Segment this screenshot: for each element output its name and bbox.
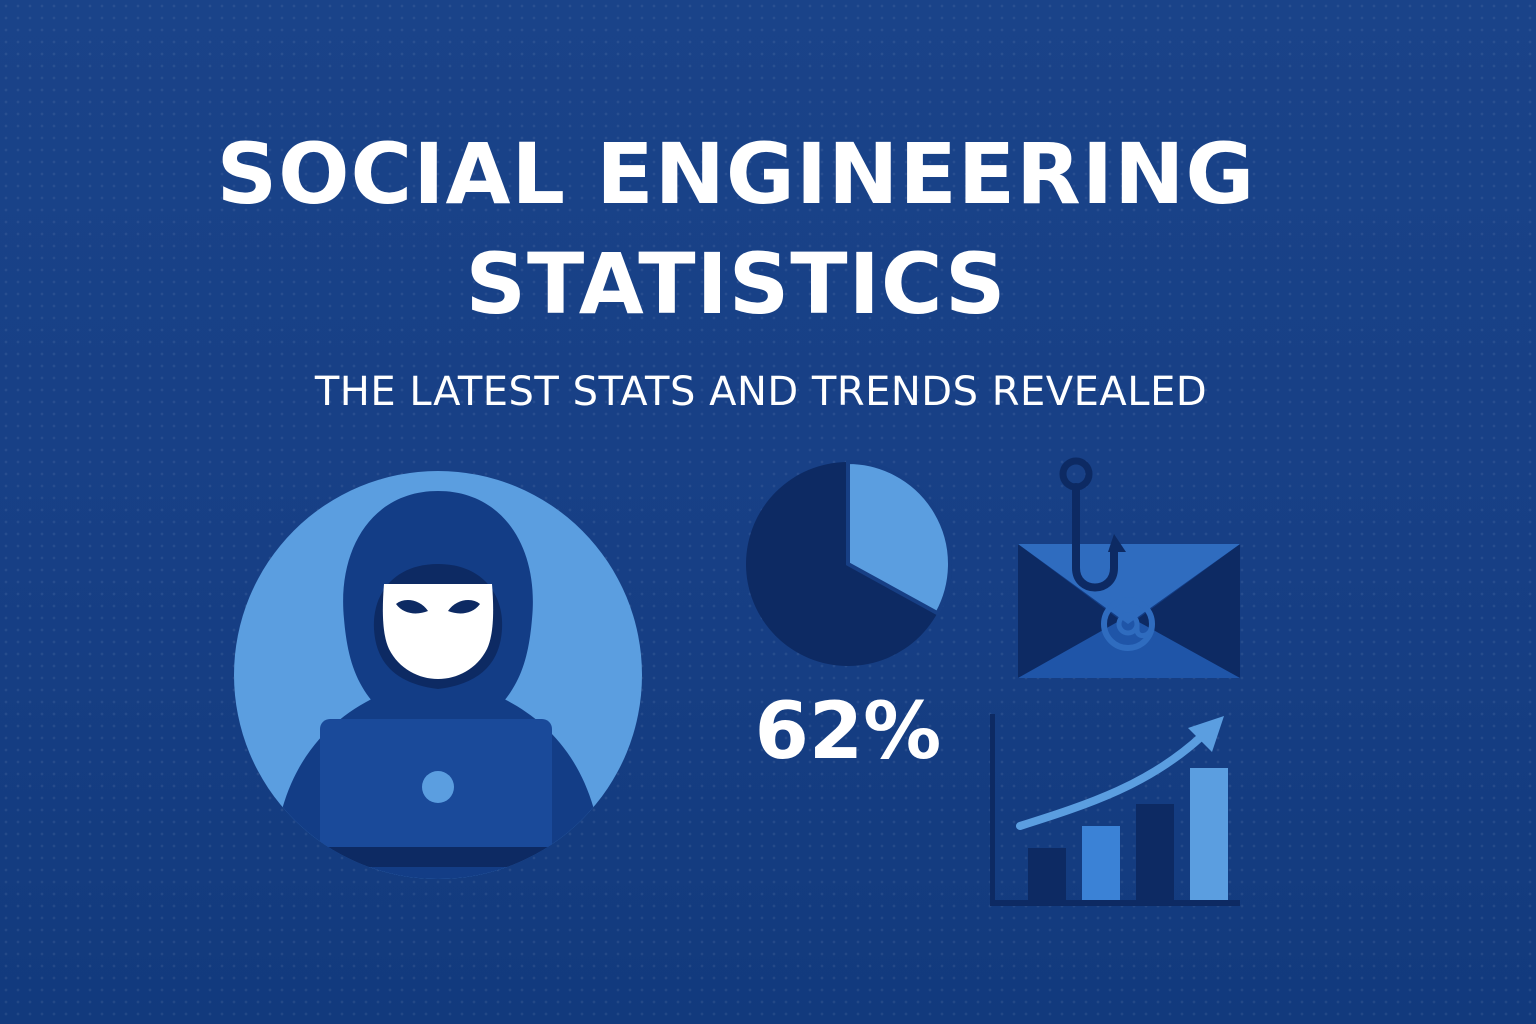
phishing-email-icon (1018, 457, 1240, 678)
page-subtitle: THE LATEST STATS AND TRENDS REVEALED (314, 369, 1208, 415)
stat-percentage: 62% (754, 687, 942, 777)
at-sign-icon (1101, 597, 1155, 651)
growth-bar-chart-icon (990, 714, 1240, 906)
trend-arrow-icon (1016, 716, 1224, 830)
page-title-line-2: STATISTICS (465, 235, 1007, 333)
pie-chart-icon (746, 459, 952, 666)
page-title-line-1: SOCIAL ENGINEERING (216, 125, 1256, 223)
pie-highlight-slice (846, 459, 952, 616)
fish-hook-icon (1059, 457, 1126, 592)
hooded-hacker-icon (234, 471, 642, 879)
laptop-icon (302, 719, 572, 867)
